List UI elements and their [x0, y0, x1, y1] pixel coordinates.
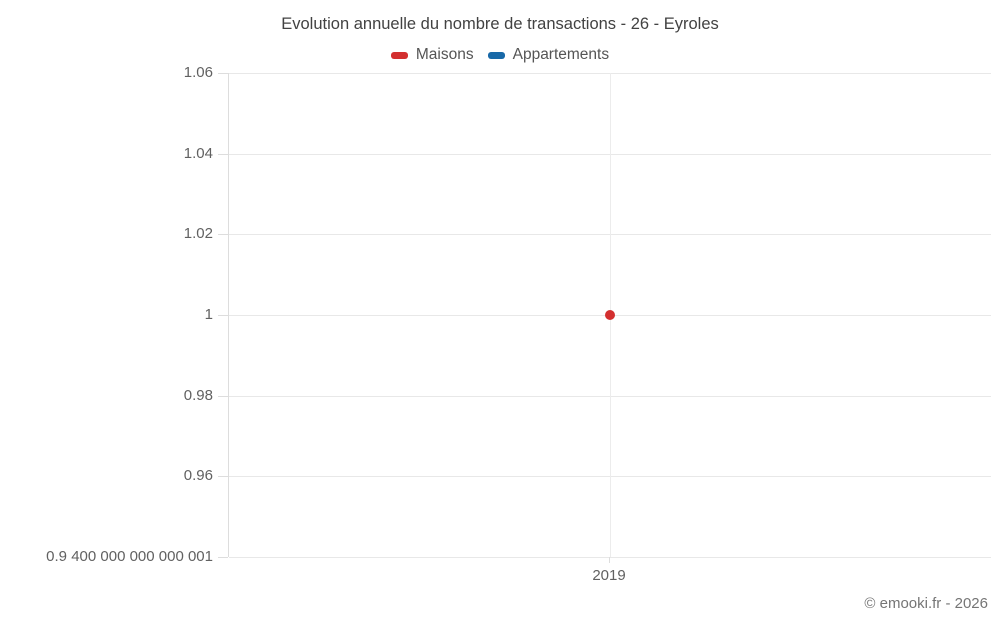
y-tick-label: 1.02: [183, 225, 213, 243]
y-tick: [218, 395, 228, 397]
gridline-h: [229, 557, 991, 558]
legend-item-maisons[interactable]: Maisons: [390, 46, 474, 64]
data-point-maisons-2019[interactable]: [605, 310, 615, 320]
y-tick-label: 1: [204, 306, 213, 323]
copyright-text: © emooki.fr - 2026: [864, 595, 988, 612]
y-tick: [218, 315, 228, 316]
y-tick-label: 1.06: [183, 64, 213, 81]
y-tick: [218, 153, 228, 155]
legend-item-appartements[interactable]: Appartements: [487, 46, 610, 64]
y-tick: [218, 234, 228, 236]
chart-title: Evolution annuelle du nombre de transact…: [281, 15, 719, 33]
y-tick-label: 1.04: [183, 144, 213, 162]
legend: Maisons Appartements: [0, 46, 1000, 64]
y-tick-label: 0.9 400 000 000 000 001: [46, 548, 213, 565]
y-tick-label: 0.98: [183, 386, 213, 404]
plot-area: [228, 73, 991, 558]
legend-label-maisons: Maisons: [415, 46, 474, 63]
x-tick: [609, 557, 610, 563]
y-tick-label: 0.96: [183, 467, 213, 485]
legend-label-appartements: Appartements: [512, 46, 610, 63]
maisons-series-swatch-icon: [390, 51, 408, 59]
y-tick: [218, 73, 228, 74]
appartements-series-swatch-icon: [487, 51, 505, 59]
y-tick: [218, 476, 228, 478]
y-tick: [218, 557, 228, 558]
x-tick-label: 2019: [592, 567, 626, 584]
